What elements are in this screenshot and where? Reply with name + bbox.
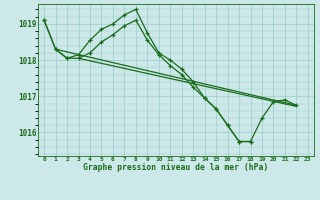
X-axis label: Graphe pression niveau de la mer (hPa): Graphe pression niveau de la mer (hPa) (84, 163, 268, 172)
